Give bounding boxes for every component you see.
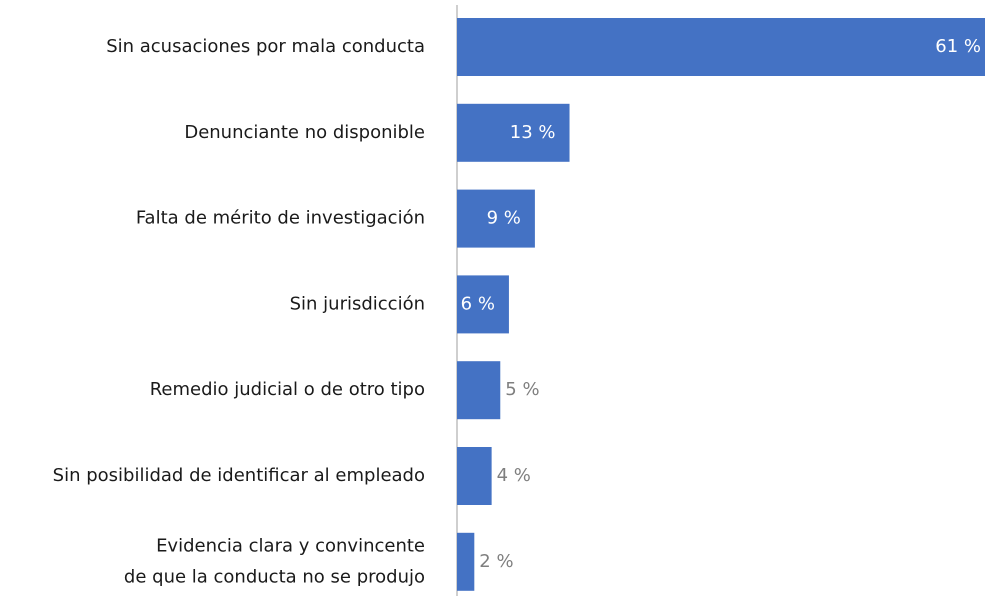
category-label: Evidencia clara y convincente de que la c… <box>124 535 425 587</box>
bar <box>457 103 570 162</box>
category-label-line: Remedio judicial o de otro tipo <box>150 379 425 400</box>
category-label: Sin posibilidad de identificar al emplea… <box>53 465 425 486</box>
category-label-line: Sin acusaciones por mala conducta <box>106 36 425 57</box>
category-label: Sin jurisdicción <box>290 293 425 314</box>
category-label: Falta de mérito de investigación <box>136 208 425 229</box>
value-label: 4 % <box>497 465 531 486</box>
category-label: Remedio judicial o de otro tipo <box>150 379 425 400</box>
value-label: 6 % <box>461 293 495 314</box>
category-label-line: Evidencia clara y convincente <box>156 535 425 556</box>
value-label: 2 % <box>479 551 513 572</box>
value-label: 13 % <box>510 122 556 143</box>
category-label-line: Denunciante no disponible <box>184 122 425 143</box>
bar <box>457 18 985 76</box>
bar <box>457 275 509 334</box>
category-label-line: Sin posibilidad de identificar al emplea… <box>53 465 425 486</box>
bar <box>457 189 535 248</box>
category-label: Denunciante no disponible <box>184 122 425 143</box>
bar <box>457 447 492 505</box>
bar <box>457 532 475 591</box>
bar <box>457 361 501 420</box>
category-label-line: de que la conducta no se produjo <box>124 566 425 587</box>
value-label: 61 % <box>935 36 981 57</box>
value-label: 5 % <box>505 379 539 400</box>
category-label: Sin acusaciones por mala conducta <box>106 36 425 57</box>
value-label: 9 % <box>487 208 521 229</box>
category-label-line: Sin jurisdicción <box>290 293 425 314</box>
category-label-line: Falta de mérito de investigación <box>136 208 425 229</box>
